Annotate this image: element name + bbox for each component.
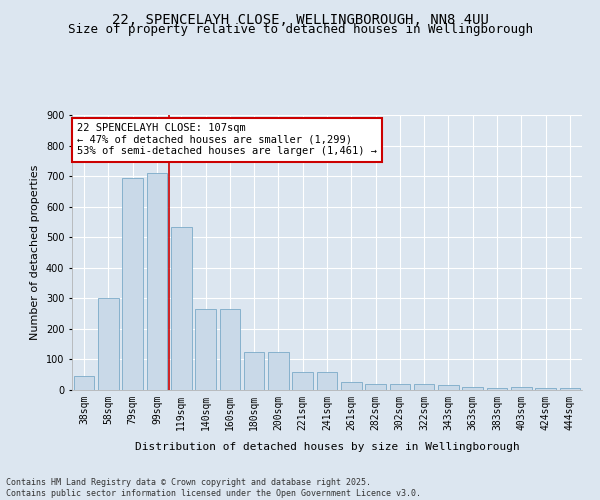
Bar xyxy=(244,352,265,390)
Text: 22 SPENCELAYH CLOSE: 107sqm
← 47% of detached houses are smaller (1,299)
53% of : 22 SPENCELAYH CLOSE: 107sqm ← 47% of det… xyxy=(77,123,377,156)
Bar xyxy=(220,309,240,390)
Text: Contains HM Land Registry data © Crown copyright and database right 2025.
Contai: Contains HM Land Registry data © Crown c… xyxy=(6,478,421,498)
Bar xyxy=(560,388,580,390)
Bar xyxy=(146,173,167,390)
Text: Size of property relative to detached houses in Wellingborough: Size of property relative to detached ho… xyxy=(67,24,533,36)
Bar xyxy=(463,387,483,390)
Y-axis label: Number of detached properties: Number of detached properties xyxy=(31,165,40,340)
Bar xyxy=(365,384,386,390)
Bar xyxy=(487,388,508,390)
Bar xyxy=(511,387,532,390)
Text: 22, SPENCELAYH CLOSE, WELLINGBOROUGH, NN8 4UU: 22, SPENCELAYH CLOSE, WELLINGBOROUGH, NN… xyxy=(112,12,488,26)
Bar xyxy=(171,226,191,390)
Bar xyxy=(195,309,216,390)
Bar xyxy=(122,178,143,390)
Bar xyxy=(389,384,410,390)
Bar xyxy=(98,298,119,390)
Text: Distribution of detached houses by size in Wellingborough: Distribution of detached houses by size … xyxy=(134,442,520,452)
Bar xyxy=(341,382,362,390)
Bar xyxy=(74,376,94,390)
Bar xyxy=(438,384,459,390)
Bar xyxy=(317,372,337,390)
Bar xyxy=(414,384,434,390)
Bar xyxy=(535,388,556,390)
Bar xyxy=(268,352,289,390)
Bar xyxy=(292,372,313,390)
